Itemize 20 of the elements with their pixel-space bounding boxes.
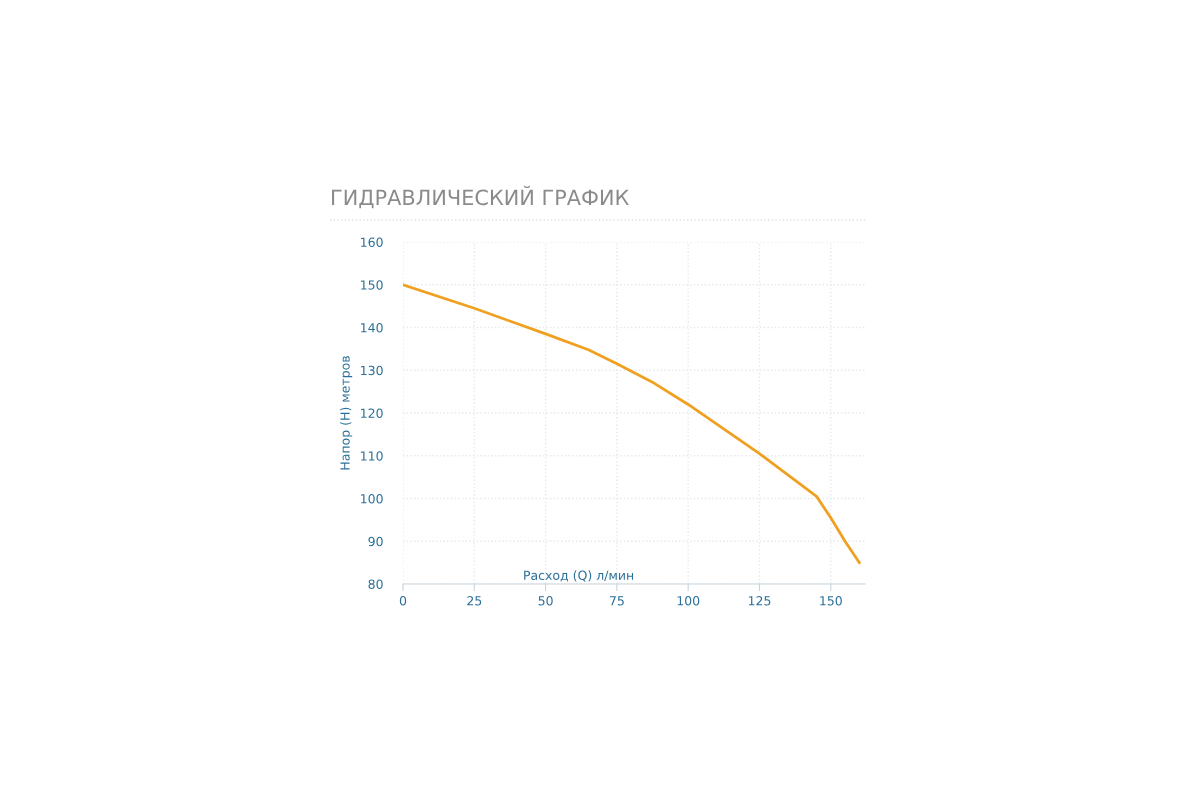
line-series — [403, 283, 861, 565]
x-tick-label: 75 — [609, 596, 624, 606]
x-tick-label: 50 — [538, 596, 553, 606]
y-tick-label: 120 — [361, 408, 383, 418]
x-tick-label: 100 — [677, 596, 700, 606]
x-tick-label: 25 — [467, 596, 482, 606]
y-tick-label: 160 — [361, 237, 383, 247]
y-tick-label: 130 — [361, 365, 383, 376]
chart-title: ГИДРАВЛИЧЕСКИЙ ГРАФИК — [332, 185, 629, 209]
x-axis-title: Расход (Q) л/мин — [524, 570, 634, 582]
y-axis-title: Напор (H) метров — [340, 356, 353, 470]
y-tick-label: 110 — [361, 451, 383, 461]
y-tick-label: 150 — [361, 280, 383, 290]
y-tick-label: 80 — [368, 579, 383, 589]
y-tick-label: 140 — [361, 322, 383, 333]
x-tick-label: 125 — [748, 596, 771, 606]
y-tick-label: 100 — [361, 493, 383, 504]
y-tick-label: 90 — [368, 536, 383, 547]
x-tick-label: 0 — [399, 596, 407, 606]
x-tick-label: 150 — [820, 596, 842, 606]
